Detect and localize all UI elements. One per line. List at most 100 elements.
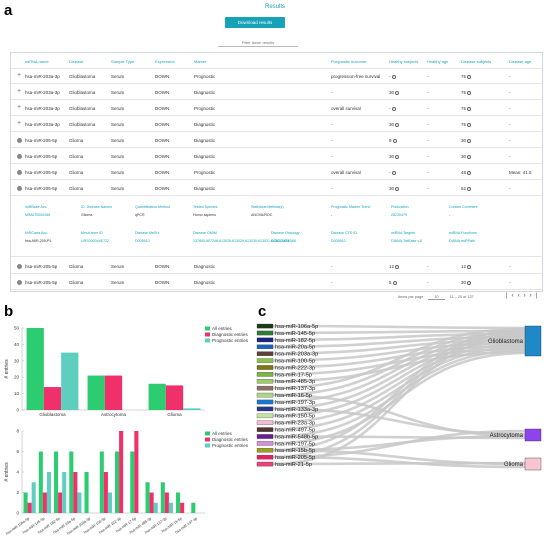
info-icon[interactable] [467, 90, 472, 95]
next-page-button[interactable]: › [523, 293, 530, 299]
expand-icon[interactable]: + [17, 72, 22, 79]
bar [168, 502, 173, 513]
column-header[interactable]: Expression [155, 59, 175, 64]
legend-swatch [205, 437, 210, 442]
first-page-button[interactable]: |‹ [506, 293, 518, 299]
table-cell: 30 [389, 122, 400, 127]
bar [107, 492, 112, 513]
detail-value[interactable]: DIANA-miRPath [449, 239, 475, 243]
bar [104, 375, 123, 410]
sankey-source-node [256, 441, 274, 446]
table-cell: - [509, 138, 511, 143]
table-cell: - [427, 90, 429, 95]
info-icon[interactable] [467, 106, 472, 111]
expand-icon[interactable]: + [17, 88, 22, 95]
table-cell: hsa-miR-205-5p [25, 138, 58, 143]
info-icon[interactable] [467, 264, 472, 269]
bar [84, 472, 89, 513]
info-icon[interactable] [391, 170, 396, 175]
column-header[interactable]: Marker [194, 59, 207, 64]
sankey-source-node [256, 420, 274, 425]
sankey-link [272, 324, 526, 330]
column-header[interactable]: miRNA name [25, 59, 49, 64]
info-icon[interactable] [395, 90, 400, 95]
table-row[interactable]: + hsa-miR-203a-3p Glioblastoma Serum DOWN Dia… [11, 85, 542, 100]
expand-icon[interactable]: + [17, 120, 22, 127]
info-icon[interactable] [395, 264, 400, 269]
table-row[interactable]: + hsa-miR-203a-3p Glioblastoma Serum DOWN Dia… [11, 117, 542, 132]
table-cell: - [331, 138, 333, 143]
collapse-icon[interactable] [17, 138, 22, 143]
download-results-button[interactable]: Download results [225, 17, 285, 28]
column-header[interactable]: Disease age [509, 59, 532, 64]
column-header[interactable]: Prognostic outcome [331, 59, 367, 64]
info-icon[interactable] [467, 122, 472, 127]
info-icon[interactable] [392, 280, 397, 285]
table-row[interactable]: hsa-miR-205-5p Glioma Serum DOWN Diagnostic -… [11, 259, 542, 274]
table-row[interactable]: hsa-miR-205-5p Glioma Serum DOWN Diagnostic -… [11, 181, 542, 196]
bar [43, 387, 62, 410]
detail-value[interactable]: D005910 [331, 239, 346, 243]
info-icon[interactable] [395, 186, 400, 191]
column-header[interactable]: Healthy age [427, 59, 449, 64]
bar [148, 383, 166, 410]
detail-value[interactable]: DOID:3070 [271, 239, 289, 243]
info-icon[interactable] [467, 154, 472, 159]
table-row[interactable]: hsa-miR-205-5p Glioma Serum DOWN Diagnostic -… [11, 149, 542, 164]
collapse-icon[interactable] [17, 264, 22, 269]
y-tick-label: 10 [14, 391, 20, 396]
column-header[interactable]: Disease subjects [461, 59, 492, 64]
table-row[interactable]: hsa-miR-205-5p Glioma Serum DOWN Diagnostic -… [11, 275, 542, 290]
column-header[interactable]: Sample Type [111, 59, 135, 64]
detail-value[interactable]: 28230479 [391, 213, 407, 217]
table-cell: hsa-miR-205-5p [25, 280, 58, 285]
table-row[interactable]: hsa-miR-205-5p Glioma Serum DOWN Diagnostic -… [11, 133, 542, 148]
sankey-source-label: hsa-miR-23a-3p [275, 421, 315, 427]
detail-value[interactable]: DIANA-TarBase v.8 [391, 239, 422, 243]
info-icon[interactable] [467, 280, 472, 285]
info-icon[interactable] [467, 170, 472, 175]
detail-value[interactable]: 137800;607248;613028;613029;613030;61303… [193, 239, 296, 243]
info-icon[interactable] [467, 186, 472, 191]
detail-value[interactable]: URS000044E722 [81, 239, 109, 243]
table-cell: - [427, 122, 429, 127]
info-icon[interactable] [391, 106, 396, 111]
collapse-icon[interactable] [17, 170, 22, 175]
table-row[interactable]: hsa-miR-205-5p Glioma Serum DOWN Prognostic o… [11, 165, 542, 180]
info-icon[interactable] [395, 154, 400, 159]
bar [164, 492, 169, 513]
filter-input[interactable] [218, 38, 298, 47]
collapse-icon[interactable] [17, 154, 22, 159]
column-header[interactable]: Disease [69, 59, 84, 64]
info-icon[interactable] [391, 74, 396, 79]
table-cell: hsa-miR-205-5p [25, 186, 58, 191]
info-icon[interactable] [392, 138, 397, 143]
table-cell: Glioblastoma [69, 74, 96, 79]
info-icon[interactable] [467, 74, 472, 79]
x-tick-label: Astrocytoma [101, 412, 127, 417]
expand-icon[interactable]: + [17, 104, 22, 111]
last-page-button[interactable]: ›| [529, 293, 542, 299]
collapse-icon[interactable] [17, 280, 22, 285]
detail-value[interactable]: D005910 [135, 239, 150, 243]
info-icon[interactable] [395, 122, 400, 127]
table-row[interactable]: + hsa-miR-203a-3p Glioblastoma Serum DOWN Pro… [11, 69, 542, 84]
table-cell: 12 [461, 264, 472, 269]
table-cell: overall survival [331, 170, 361, 175]
sankey-source-label: hsa-miR-145-5p [275, 331, 315, 337]
prev-page-button[interactable]: ‹ [517, 293, 524, 299]
table-cell: - [331, 186, 333, 191]
panel-label-c: c [258, 303, 267, 320]
table-row[interactable]: + hsa-miR-203a-3p Glioblastoma Serum DOWN Pro… [11, 101, 542, 116]
legend-swatch [205, 443, 210, 448]
detail-label: Disease Ontology [271, 231, 300, 235]
legend-swatch [205, 332, 210, 337]
info-icon[interactable] [467, 138, 472, 143]
items-per-page-select[interactable]: 10 [428, 295, 445, 300]
detail-label: Curator Comment [449, 205, 478, 209]
sankey-source-label: hsa-miR-203a-3p [275, 352, 318, 358]
detail-value[interactable]: MIMAT0000266 [25, 213, 51, 217]
table-cell: Diagnostic [194, 122, 216, 127]
column-header[interactable]: Healthy subjects [389, 59, 419, 64]
collapse-icon[interactable] [17, 186, 22, 191]
